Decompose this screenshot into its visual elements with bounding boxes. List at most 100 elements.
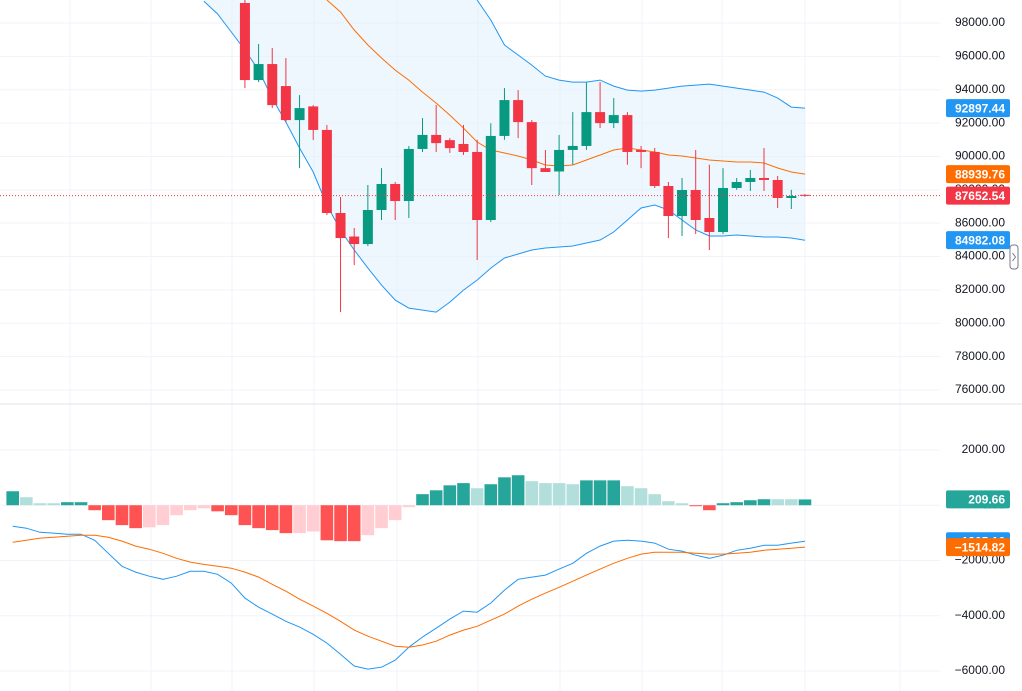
candle-body <box>362 210 373 245</box>
candle-body <box>239 3 250 81</box>
histogram-bar <box>593 480 607 506</box>
histogram-bar <box>61 502 74 506</box>
y-tick-label: 82000.00 <box>955 282 1005 296</box>
histogram-bar <box>484 484 498 506</box>
histogram-bar <box>798 499 812 506</box>
candle-body <box>608 115 619 124</box>
upper-band-label: 92897.44 <box>955 101 1005 115</box>
histogram-bar <box>347 505 361 542</box>
histogram-bar <box>621 486 634 506</box>
last-price-label: 87652.54 <box>955 189 1005 203</box>
histogram-bar <box>334 505 347 542</box>
candle-body <box>540 168 551 172</box>
candle-body <box>294 108 305 121</box>
histogram-bar <box>662 501 675 506</box>
signal-label-box <box>946 538 1010 557</box>
histogram-label: 209.66 <box>968 493 1005 507</box>
candle-body <box>554 149 565 172</box>
band-upper <box>476 0 806 109</box>
histogram-bar <box>552 483 566 506</box>
histogram-bar <box>675 503 689 506</box>
candle-body <box>704 218 715 233</box>
histogram-bar <box>785 499 798 506</box>
histogram-bar <box>293 505 306 534</box>
signal-label: −1514.82 <box>955 540 1006 554</box>
histogram-bar <box>170 505 183 516</box>
histogram-bar <box>703 505 716 511</box>
histogram-bar <box>525 481 539 506</box>
candle-body <box>335 213 346 239</box>
histogram-bar <box>47 503 60 506</box>
candle-body <box>581 112 592 146</box>
candle-body <box>485 135 496 221</box>
y-tick-label: 92000.00 <box>955 115 1005 129</box>
band-lower <box>203 0 806 313</box>
histogram-bar <box>143 505 156 528</box>
candle-body <box>376 183 387 211</box>
histogram-bar <box>306 505 320 532</box>
candle-body <box>759 177 769 180</box>
histogram-bar <box>183 505 197 511</box>
macd-pane <box>6 475 812 670</box>
candle-body <box>786 195 797 198</box>
signal-line <box>12 534 806 648</box>
histogram-bar <box>566 484 580 506</box>
lower-band-label: 84982.08 <box>955 233 1005 247</box>
candle-body <box>390 183 401 201</box>
candle-body <box>513 100 524 123</box>
histogram-bar <box>129 505 142 529</box>
histogram-bar <box>265 505 279 531</box>
histogram-bar <box>238 505 252 526</box>
upper-band-label-box <box>946 99 1010 118</box>
histogram-bar <box>197 505 211 509</box>
price-pane <box>0 0 940 313</box>
candle-body <box>526 122 537 169</box>
histogram-bar <box>402 505 416 508</box>
candle-body <box>649 151 660 186</box>
histogram-bar <box>771 499 784 506</box>
scroll-handle[interactable] <box>1009 244 1019 270</box>
histogram-bar <box>511 475 525 506</box>
price-axis: 76000.00 78000.00 80000.00 82000.00 84000.00… <box>946 15 1010 677</box>
last-price-label-box <box>946 186 1010 205</box>
histogram-bar <box>470 488 484 506</box>
candle-body <box>567 145 578 150</box>
histogram-bar <box>388 505 402 521</box>
candle-body <box>458 143 469 152</box>
histogram-bar <box>716 503 730 506</box>
y-tick-label: 80000.00 <box>955 315 1005 329</box>
histogram-bar <box>375 505 388 529</box>
histogram-bar <box>102 505 115 521</box>
candle-body <box>677 189 688 217</box>
y-tick-label: −2000.00 <box>955 553 1006 567</box>
y-tick-label: 96000.00 <box>955 49 1005 63</box>
histogram-bar <box>744 500 757 506</box>
histogram-bar <box>757 499 771 506</box>
histogram-bar <box>634 488 648 506</box>
y-tick-label: 94000.00 <box>955 82 1005 96</box>
y-tick-label: 76000.00 <box>955 382 1005 396</box>
histogram-bar <box>580 480 593 506</box>
histogram-bar <box>429 490 443 506</box>
y-tick-label: 98000.00 <box>955 15 1005 29</box>
histogram-bar <box>6 491 20 506</box>
candle-body <box>772 179 783 198</box>
histogram-bar <box>539 483 552 506</box>
histogram-bar <box>498 477 511 506</box>
candle-body <box>690 189 701 221</box>
histogram-bar <box>320 505 334 541</box>
candle-body <box>622 115 633 152</box>
candle-body <box>731 181 742 188</box>
y-tick-label: 90000.00 <box>955 149 1005 163</box>
histogram-bar <box>689 505 702 507</box>
histogram-bar <box>74 502 88 506</box>
candle-body <box>417 134 428 149</box>
y-tick-label: 78000.00 <box>955 349 1005 363</box>
y-tick-label: −6000.00 <box>955 663 1006 677</box>
lower-band-label-box <box>946 231 1010 250</box>
candle-body <box>595 112 606 124</box>
middle-band-label: 88939.76 <box>955 167 1005 181</box>
candle-body <box>267 64 278 106</box>
histogram-bar <box>457 483 470 506</box>
